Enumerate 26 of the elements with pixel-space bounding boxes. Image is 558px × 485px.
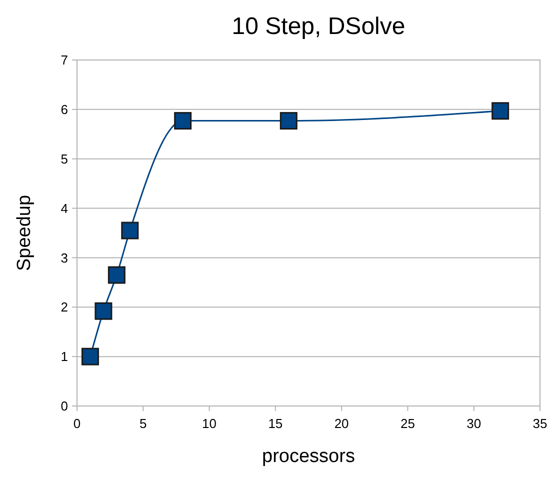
y-tick-label: 4 [60, 200, 68, 216]
x-tick-label: 5 [140, 416, 147, 431]
y-tick-label: 6 [60, 102, 68, 117]
y-axis-title: Speedup [14, 194, 35, 272]
x-tick-label: 35 [532, 416, 548, 431]
y-tick-label: 7 [60, 52, 68, 68]
x-axis-title: processors [262, 446, 355, 467]
x-tick-label: 15 [268, 416, 283, 431]
point [81, 348, 99, 366]
x-tick-label: 25 [400, 416, 415, 431]
y-tick-label: 2 [60, 300, 68, 315]
point [492, 102, 510, 120]
x-tick-label: 10 [202, 416, 217, 431]
point [174, 112, 192, 130]
point [280, 112, 298, 130]
y-tick-label: 3 [60, 250, 68, 266]
x-tick-label: 0 [73, 416, 81, 431]
y-tick-label: 1 [60, 349, 68, 364]
x-tick-label: 30 [466, 416, 482, 431]
point [108, 266, 126, 284]
point [121, 222, 139, 240]
point [94, 302, 112, 320]
chart-title: 10 Step, DSolve [232, 13, 406, 40]
y-tick-label: 0 [60, 398, 68, 414]
x-tick-label: 20 [334, 416, 349, 431]
y-tick-label: 5 [60, 151, 68, 166]
